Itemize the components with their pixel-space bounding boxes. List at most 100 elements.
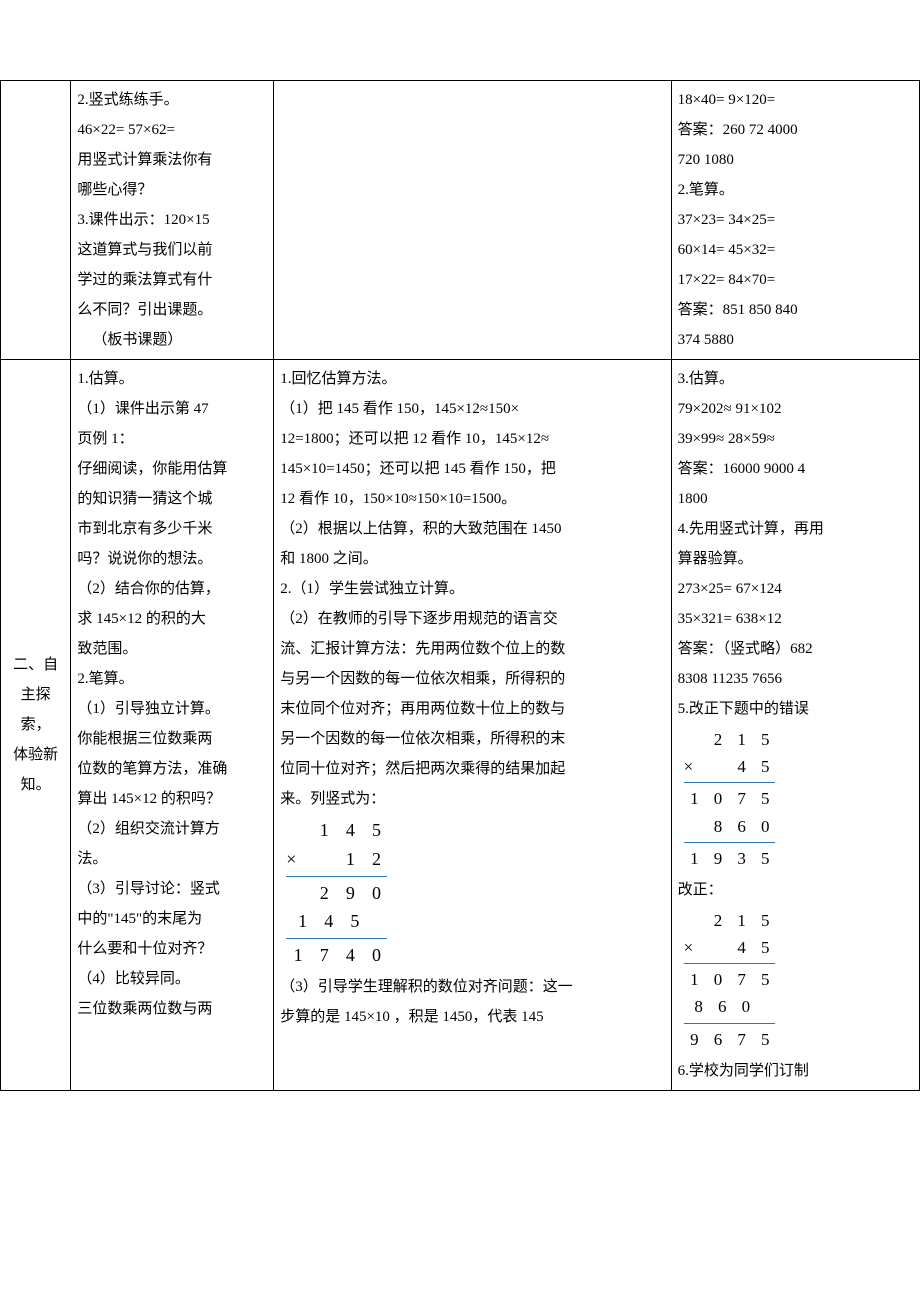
vmul-row: 1 7 4 0: [286, 941, 387, 970]
vmul-row: 1 0 7 5: [684, 785, 775, 812]
row1-col4: 18×40= 9×120= 答案：260 72 4000 720 1080 2.…: [671, 81, 919, 360]
vmul-row: × 4 5: [684, 934, 775, 961]
vmul-row: 1 9 3 5: [684, 845, 775, 872]
text-line: 三位数乘两位数与两: [77, 994, 267, 1024]
text-line: 8308 11235 7656: [678, 664, 913, 694]
vmul-row: 2 1 5: [684, 907, 775, 934]
text-line: （1）引导独立计算。: [77, 694, 267, 724]
vmul-rule: [684, 782, 775, 783]
text-line: 法。: [77, 844, 267, 874]
vmul-215x45-wrong: 2 1 5 × 4 5 1 0 7 5 8 6 0 1 9 3 5: [684, 726, 775, 872]
row1-col3: [274, 81, 671, 360]
vmul-row: 8 6 0: [684, 993, 775, 1020]
text-line: 位同十位对齐；然后把两次乘得的结果加起: [280, 754, 664, 784]
text-line: 2.笔算。: [678, 175, 913, 205]
text-line: 18×40= 9×120=: [678, 85, 913, 115]
text-line: 4.先用竖式计算，再用: [678, 514, 913, 544]
vmul-row: 9 6 7 5: [684, 1026, 775, 1053]
text-line: 与另一个因数的每一位依次相乘，所得积的: [280, 664, 664, 694]
text-line: 学过的乘法算式有什: [77, 265, 267, 295]
text-line: （3）引导讨论：竖式: [77, 874, 267, 904]
text-line: 3.估算。: [678, 364, 913, 394]
text-line: 步算的是 145×10 ，积是 1450，代表 145: [280, 1002, 664, 1032]
row2-label-line: 知。: [7, 770, 64, 800]
text-line: 末位同个位对齐；再用两位数十位上的数与: [280, 694, 664, 724]
text-line: 273×25= 67×124: [678, 574, 913, 604]
text-line: 37×23= 34×25=: [678, 205, 913, 235]
text-line: 算器验算。: [678, 544, 913, 574]
row2-label-line: 二、自: [7, 650, 64, 680]
row2-label-line: 体验新: [7, 740, 64, 770]
text-line: 的知识猜一猜这个城: [77, 484, 267, 514]
text-line: 中的"145"的末尾为: [77, 904, 267, 934]
text-line: 吗？说说你的想法。: [77, 544, 267, 574]
text-line: 页例 1：: [77, 424, 267, 454]
text-line: 60×14= 45×32=: [678, 235, 913, 265]
table-row: 二、自 主探索， 体验新 知。 1.估算。 （1）课件出示第 47 页例 1： …: [1, 360, 920, 1091]
text-line: 答案：851 850 840: [678, 295, 913, 325]
vmul-row: 1 0 7 5: [684, 966, 775, 993]
text-line: （板书课题）: [77, 325, 267, 355]
text-line: （2）组织交流计算方: [77, 814, 267, 844]
text-line: 145×10=1450；还可以把 145 看作 150，把: [280, 454, 664, 484]
row2-col2: 1.估算。 （1）课件出示第 47 页例 1： 仔细阅读，你能用估算 的知识猜一…: [71, 360, 274, 1091]
text-line: 么不同？引出课题。: [77, 295, 267, 325]
text-line: 2.竖式练练手。: [77, 85, 267, 115]
row2-col3: 1.回忆估算方法。 （1）把 145 看作 150，145×12≈150× 12…: [274, 360, 671, 1091]
vmul-row: 2 9 0: [286, 879, 387, 908]
text-line: 用竖式计算乘法你有: [77, 145, 267, 175]
text-line: 改正：: [678, 875, 913, 905]
text-line: 5.改正下题中的错误: [678, 694, 913, 724]
vmul-rule: [684, 1023, 775, 1024]
text-line: 仔细阅读，你能用估算: [77, 454, 267, 484]
row1-label-cell: [1, 81, 71, 360]
text-line: 来。列竖式为：: [280, 784, 664, 814]
vmul-215x45-fixed: 2 1 5 × 4 5 1 0 7 5 8 6 0 9 6 7 5: [684, 907, 775, 1053]
text-line: 1.估算。: [77, 364, 267, 394]
text-line: 答案：16000 9000 4: [678, 454, 913, 484]
vmul-rule: [286, 876, 387, 877]
text-line: 市到北京有多少千米: [77, 514, 267, 544]
table-row: 2.竖式练练手。 46×22= 57×62= 用竖式计算乘法你有 哪些心得？ 3…: [1, 81, 920, 360]
text-line: 另一个因数的每一位依次相乘，所得积的末: [280, 724, 664, 754]
vmul-rule: [286, 938, 387, 939]
text-line: 答案：（竖式略）682: [678, 634, 913, 664]
text-line: 算出 145×12 的积吗？: [77, 784, 267, 814]
text-line: 什么要和十位对齐？: [77, 934, 267, 964]
text-line: 79×202≈ 91×102: [678, 394, 913, 424]
text-line: （3）引导学生理解积的数位对齐问题：这一: [280, 972, 664, 1002]
text-line: （4）比较异同。: [77, 964, 267, 994]
row2-label-line: 主探索，: [7, 680, 64, 740]
text-line: 2.笔算。: [77, 664, 267, 694]
text-line: 2.（1）学生尝试独立计算。: [280, 574, 664, 604]
text-line: 1.回忆估算方法。: [280, 364, 664, 394]
vmul-rule: [684, 842, 775, 843]
text-line: 流、汇报计算方法：先用两位数个位上的数: [280, 634, 664, 664]
text-line: 求 145×12 的积的大: [77, 604, 267, 634]
text-line: 39×99≈ 28×59≈: [678, 424, 913, 454]
text-line: （2）在教师的引导下逐步用规范的语言交: [280, 604, 664, 634]
text-line: （2）结合你的估算，: [77, 574, 267, 604]
vmul-row: 8 6 0: [684, 813, 775, 840]
vmul-row: × 1 2: [286, 845, 387, 874]
vmul-rule: [684, 963, 775, 964]
vmul-row: 1 4 5: [286, 816, 387, 845]
row2-label-cell: 二、自 主探索， 体验新 知。: [1, 360, 71, 1091]
vmul-row: × 4 5: [684, 753, 775, 780]
text-line: 35×321= 638×12: [678, 604, 913, 634]
vmul-row: 2 1 5: [684, 726, 775, 753]
lesson-table: 2.竖式练练手。 46×22= 57×62= 用竖式计算乘法你有 哪些心得？ 3…: [0, 80, 920, 1091]
vmul-row: 1 4 5: [286, 907, 387, 936]
vmul-145x12: 1 4 5 × 1 2 2 9 0 1 4 5 1 7 4 0: [286, 816, 387, 970]
text-line: 720 1080: [678, 145, 913, 175]
text-line: 6.学校为同学们订制: [678, 1056, 913, 1086]
text-line: 答案：260 72 4000: [678, 115, 913, 145]
text-line: 46×22= 57×62=: [77, 115, 267, 145]
text-line: （1）把 145 看作 150，145×12≈150×: [280, 394, 664, 424]
text-line: 位数的笔算方法，准确: [77, 754, 267, 784]
text-line: （2）根据以上估算，积的大致范围在 1450: [280, 514, 664, 544]
page: 2.竖式练练手。 46×22= 57×62= 用竖式计算乘法你有 哪些心得？ 3…: [0, 0, 920, 1091]
text-line: 哪些心得？: [77, 175, 267, 205]
text-line: 致范围。: [77, 634, 267, 664]
text-line: 和 1800 之间。: [280, 544, 664, 574]
